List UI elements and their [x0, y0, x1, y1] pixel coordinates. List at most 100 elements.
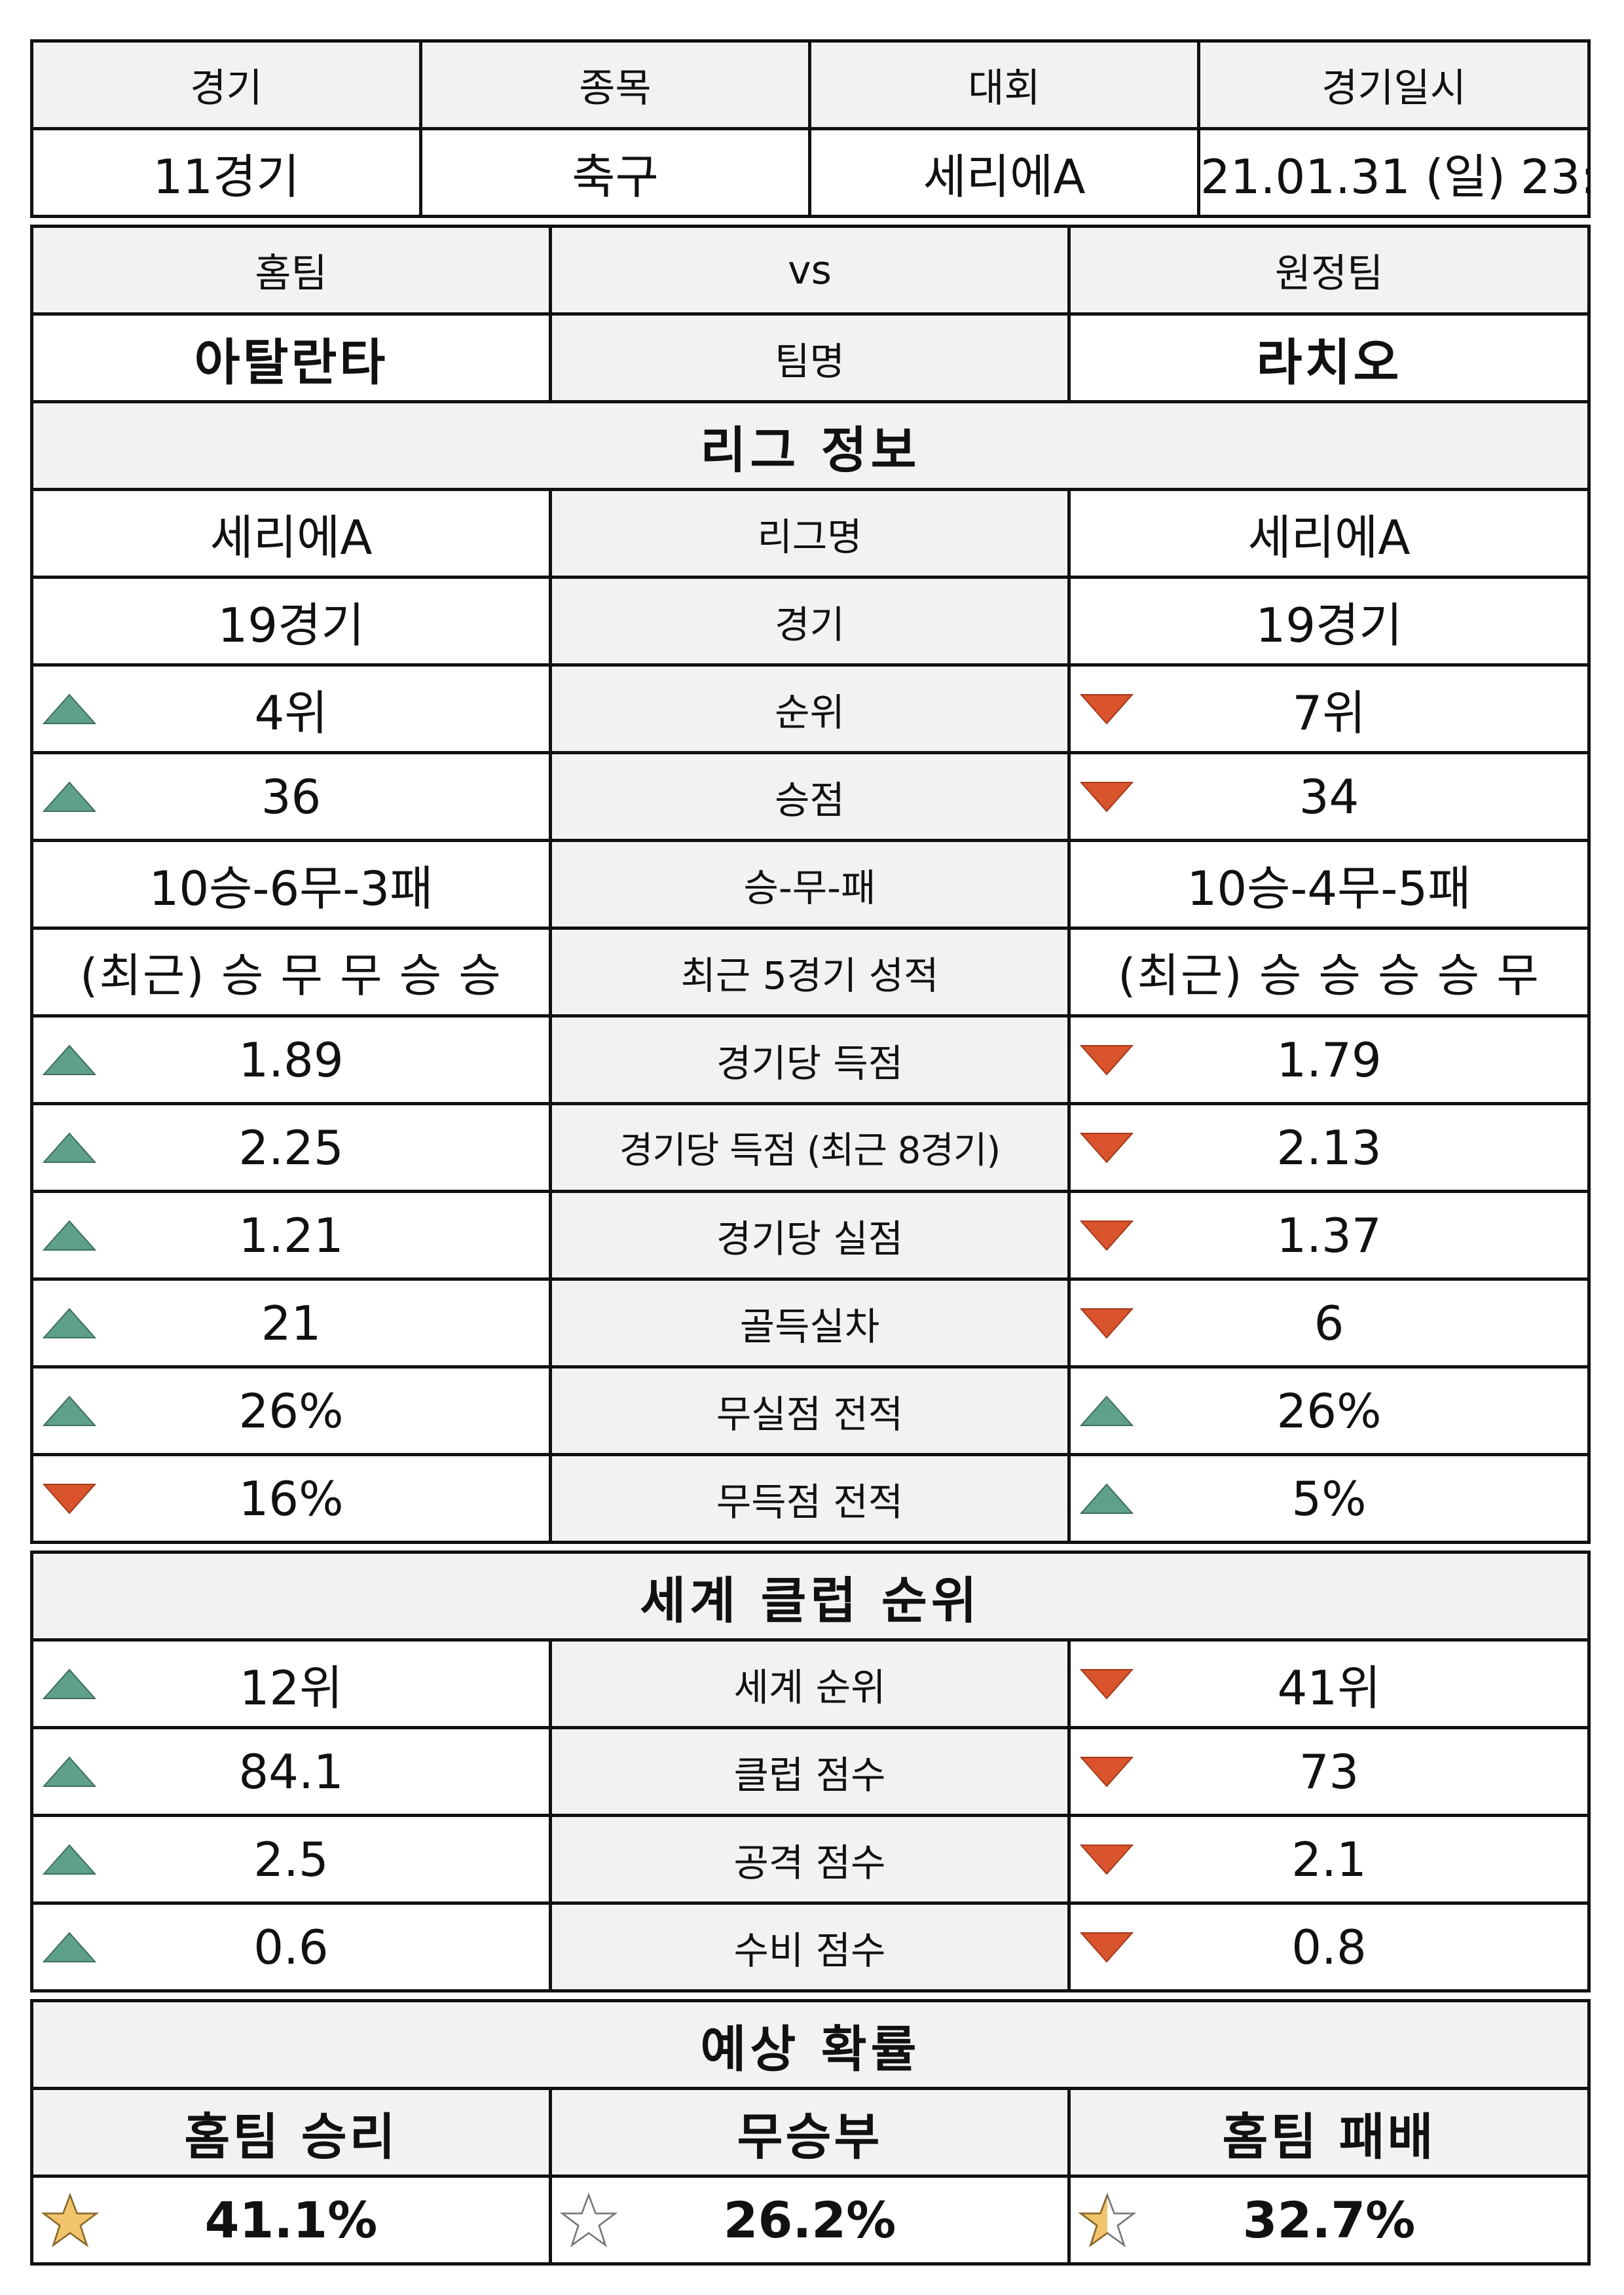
match-analysis-sheet: 경기 종목 대회 경기일시 11경기 축구 세리에A 21.01.31 (일) …: [29, 39, 1591, 2266]
competition-value: 세리에A: [808, 127, 1200, 218]
home-value: 세리에A: [210, 510, 373, 565]
home-loss-label: 홈팀 패배: [1067, 2087, 1591, 2178]
prediction-section-row: 예상 확률: [29, 1999, 1591, 2090]
home-value: 2.25: [238, 1120, 344, 1175]
league-row: 4위 순위 7위: [30, 663, 1591, 754]
draw-label: 무승부: [549, 2087, 1071, 2178]
away-value: 2.1: [1291, 1831, 1367, 1887]
home-value-cell: 4위: [30, 663, 552, 754]
stat-label: 경기: [549, 576, 1071, 667]
up-triangle-icon: [42, 1755, 97, 1787]
away-value-cell: 19경기: [1067, 576, 1591, 667]
away-value: 1.37: [1276, 1207, 1382, 1263]
down-triangle-icon: [1079, 693, 1134, 725]
match-info-table: 경기 종목 대회 경기일시 11경기 축구 세리에A 21.01.31 (일) …: [30, 39, 1591, 218]
home-value: 26%: [238, 1383, 344, 1439]
match-number: 11경기: [30, 127, 422, 218]
world-section-row: 세계 클럽 순위: [29, 1551, 1591, 1642]
home-team-name: 아탈란타: [30, 312, 552, 403]
world-ranking-table: 세계 클럽 순위 12위 세계 순위 41위 84.1 클럽 점수 73 2.5 공격 점수 2…: [29, 1551, 1591, 1992]
home-value: 0.6: [253, 1919, 329, 1975]
away-value: 1.79: [1276, 1032, 1382, 1088]
stat-label: 리그명: [549, 488, 1071, 579]
stat-label: 경기당 실점: [549, 1190, 1071, 1281]
up-triangle-icon: [42, 1307, 97, 1338]
league-info-title: 리그 정보: [30, 400, 1591, 491]
datetime-label: 경기일시: [1197, 39, 1591, 130]
home-value-cell: 84.1: [30, 1726, 552, 1817]
league-row: 16% 무득점 전적 5%: [30, 1453, 1591, 1544]
home-value: 1.21: [238, 1207, 344, 1263]
team-comparison-table: 홈팀 vs 원정팀 아탈란타 팀명 라치오 리그 정보 세리에A 리그명 세리에A 1…: [30, 225, 1591, 1544]
home-value-cell: 2.25: [30, 1102, 552, 1193]
stat-label: 최근 5경기 성적: [549, 927, 1071, 1018]
league-row: 19경기 경기 19경기: [30, 576, 1591, 667]
world-ranking-title: 세계 클럽 순위: [29, 1551, 1591, 1642]
match-header-values: 11경기 축구 세리에A 21.01.31 (일) 23:00: [30, 127, 1591, 218]
team-name-label: 팀명: [549, 312, 1071, 403]
home-loss-cell: 32.7%: [1067, 2175, 1591, 2266]
home-value: 10승-6무-3패: [149, 861, 434, 916]
home-value-cell: 1.21: [30, 1190, 552, 1281]
up-triangle-icon: [1079, 1482, 1134, 1514]
league-row: 21 골득실차 6: [30, 1277, 1591, 1368]
away-value-cell: 6: [1067, 1277, 1591, 1368]
stat-label: 무득점 전적: [549, 1453, 1071, 1544]
world-row: 84.1 클럽 점수 73: [30, 1726, 1591, 1817]
home-value-cell: 1.89: [30, 1014, 552, 1105]
league-row: 1.89 경기당 득점 1.79: [30, 1014, 1591, 1105]
up-triangle-icon: [42, 1131, 97, 1163]
home-value: 36: [261, 769, 322, 824]
away-value-cell: 7위: [1067, 663, 1591, 754]
home-value-cell: 0.6: [30, 1901, 552, 1992]
datetime-value: 21.01.31 (일) 23:00: [1197, 127, 1591, 218]
away-value-cell: 34: [1067, 751, 1591, 842]
down-triangle-icon: [1079, 1668, 1134, 1700]
away-value: 7위: [1292, 686, 1366, 741]
prediction-value-row: 41.1% 26.2% 32.7%: [30, 2175, 1591, 2266]
home-win-cell: 41.1%: [30, 2175, 552, 2266]
away-value-cell: 2.1: [1067, 1814, 1591, 1905]
down-triangle-icon: [42, 1483, 97, 1515]
home-win-label: 홈팀 승리: [30, 2087, 552, 2178]
down-triangle-icon: [1079, 1220, 1134, 1251]
empty-star-icon: [560, 2192, 618, 2247]
world-row: 0.6 수비 점수 0.8: [30, 1901, 1591, 1992]
down-triangle-icon: [1079, 1044, 1134, 1076]
down-triangle-icon: [1079, 781, 1134, 813]
world-row: 2.5 공격 점수 2.1: [30, 1814, 1591, 1905]
home-value-cell: 26%: [30, 1365, 552, 1456]
away-value-cell: 73: [1067, 1726, 1591, 1817]
stat-label: 세계 순위: [549, 1638, 1071, 1729]
world-row: 12위 세계 순위 41위: [30, 1638, 1591, 1729]
up-triangle-icon: [42, 1395, 97, 1426]
stat-label: 무실점 전적: [549, 1365, 1071, 1456]
up-triangle-icon: [42, 780, 97, 812]
prediction-label-row: 홈팀 승리 무승부 홈팀 패배: [30, 2087, 1591, 2178]
home-value-cell: (최근) 승 무 무 승 승: [30, 927, 552, 1018]
home-value-cell: 21: [30, 1277, 552, 1368]
stat-label: 경기당 득점 (최근 8경기): [549, 1102, 1071, 1193]
away-value: 19경기: [1255, 598, 1403, 653]
home-value-cell: 19경기: [30, 576, 552, 667]
home-loss-probability: 32.7%: [1242, 2191, 1416, 2249]
vs-label: vs: [549, 225, 1071, 316]
prediction-table: 예상 확률 홈팀 승리 무승부 홈팀 패배 41.1% 26.2%: [29, 1999, 1591, 2266]
stat-label: 순위: [549, 663, 1071, 754]
away-value: 2.13: [1276, 1120, 1382, 1175]
away-value-cell: 1.79: [1067, 1014, 1591, 1105]
stat-label: 수비 점수: [549, 1901, 1071, 1992]
home-value-cell: 2.5: [30, 1814, 552, 1905]
down-triangle-icon: [1079, 1756, 1134, 1788]
away-value: 26%: [1276, 1383, 1382, 1439]
away-value-cell: 2.13: [1067, 1102, 1591, 1193]
home-value-cell: 16%: [30, 1453, 552, 1544]
full-star-icon: [41, 2192, 99, 2247]
away-value: 34: [1299, 769, 1359, 824]
home-value: 84.1: [238, 1744, 344, 1799]
away-value: 73: [1299, 1744, 1359, 1799]
league-row: 10승-6무-3패 승-무-패 10승-4무-5패: [30, 839, 1591, 930]
match-label: 경기: [30, 39, 422, 130]
team-name-row: 아탈란타 팀명 라치오: [30, 312, 1591, 403]
away-team-label: 원정팀: [1067, 225, 1591, 316]
